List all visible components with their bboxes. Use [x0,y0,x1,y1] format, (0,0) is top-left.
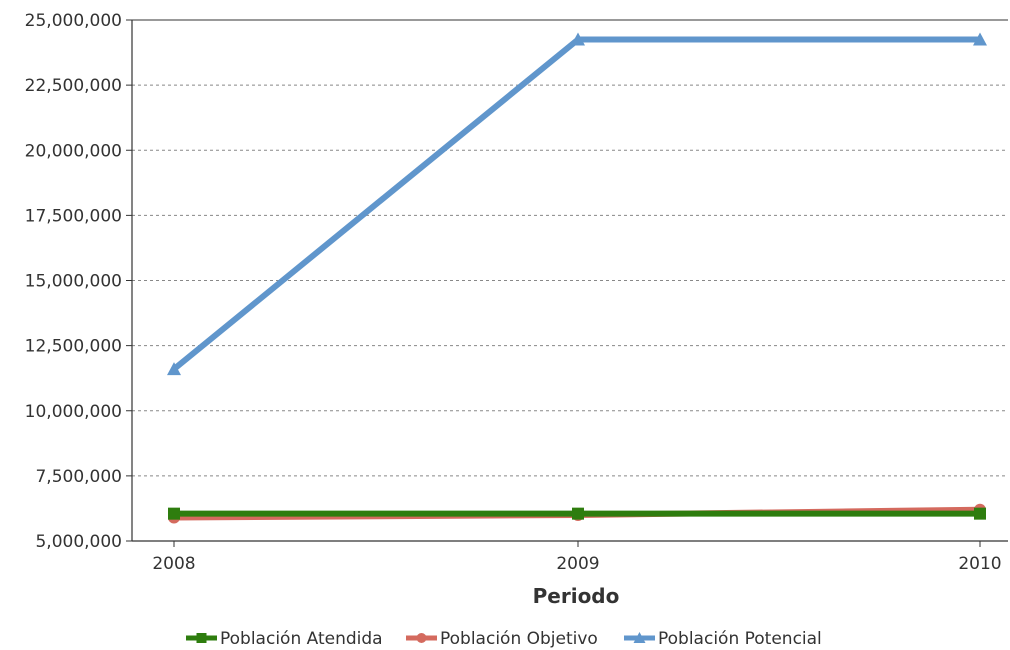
series-2 [167,32,987,376]
legend-label: Población Objetivo [440,629,598,649]
y-tick-label: 17,500,000 [25,206,122,226]
legend: Población Atendida Población Objetivo Pobl… [186,629,822,649]
x-tick-label: 2009 [556,554,599,574]
y-tick-labels: 5,000,000 7,500,000 10,000,000 12,500,000 15… [25,11,122,552]
x-axis-title: Periodo [533,584,620,608]
data-point-circle [416,633,427,643]
data-point-triangle [973,32,987,46]
data-point-square [974,507,986,520]
legend-item: Población Objetivo [406,629,598,649]
axes [126,19,1008,547]
y-tick-label: 15,000,000 [25,272,122,292]
data-point-square [168,507,180,520]
data-point-square [572,507,584,520]
x-tick-label: 2008 [152,554,195,574]
series-lines [167,32,987,524]
y-tick-label: 5,000,000 [35,532,122,552]
series-0 [168,507,986,520]
y-tick-label: 22,500,000 [25,76,122,96]
y-tick-label: 20,000,000 [25,141,122,161]
data-point-triangle [167,362,181,376]
grid-lines [132,19,1008,477]
y-tick-label: 12,500,000 [25,337,122,357]
x-tick-labels: 2008 2009 2010 [152,554,1001,574]
legend-item: Población Atendida [186,629,383,649]
series-line [171,36,983,373]
y-tick-label: 10,000,000 [25,402,122,422]
y-tick-label: 7,500,000 [35,467,122,487]
y-tick-label: 25,000,000 [25,11,122,31]
x-tick-label: 2010 [958,554,1001,574]
data-point-triangle [633,632,646,643]
data-point-square [196,633,207,643]
data-point-triangle [571,32,585,46]
legend-label: Población Atendida [220,629,383,649]
legend-label: Población Potencial [658,629,822,649]
legend-item: Población Potencial [624,629,822,649]
